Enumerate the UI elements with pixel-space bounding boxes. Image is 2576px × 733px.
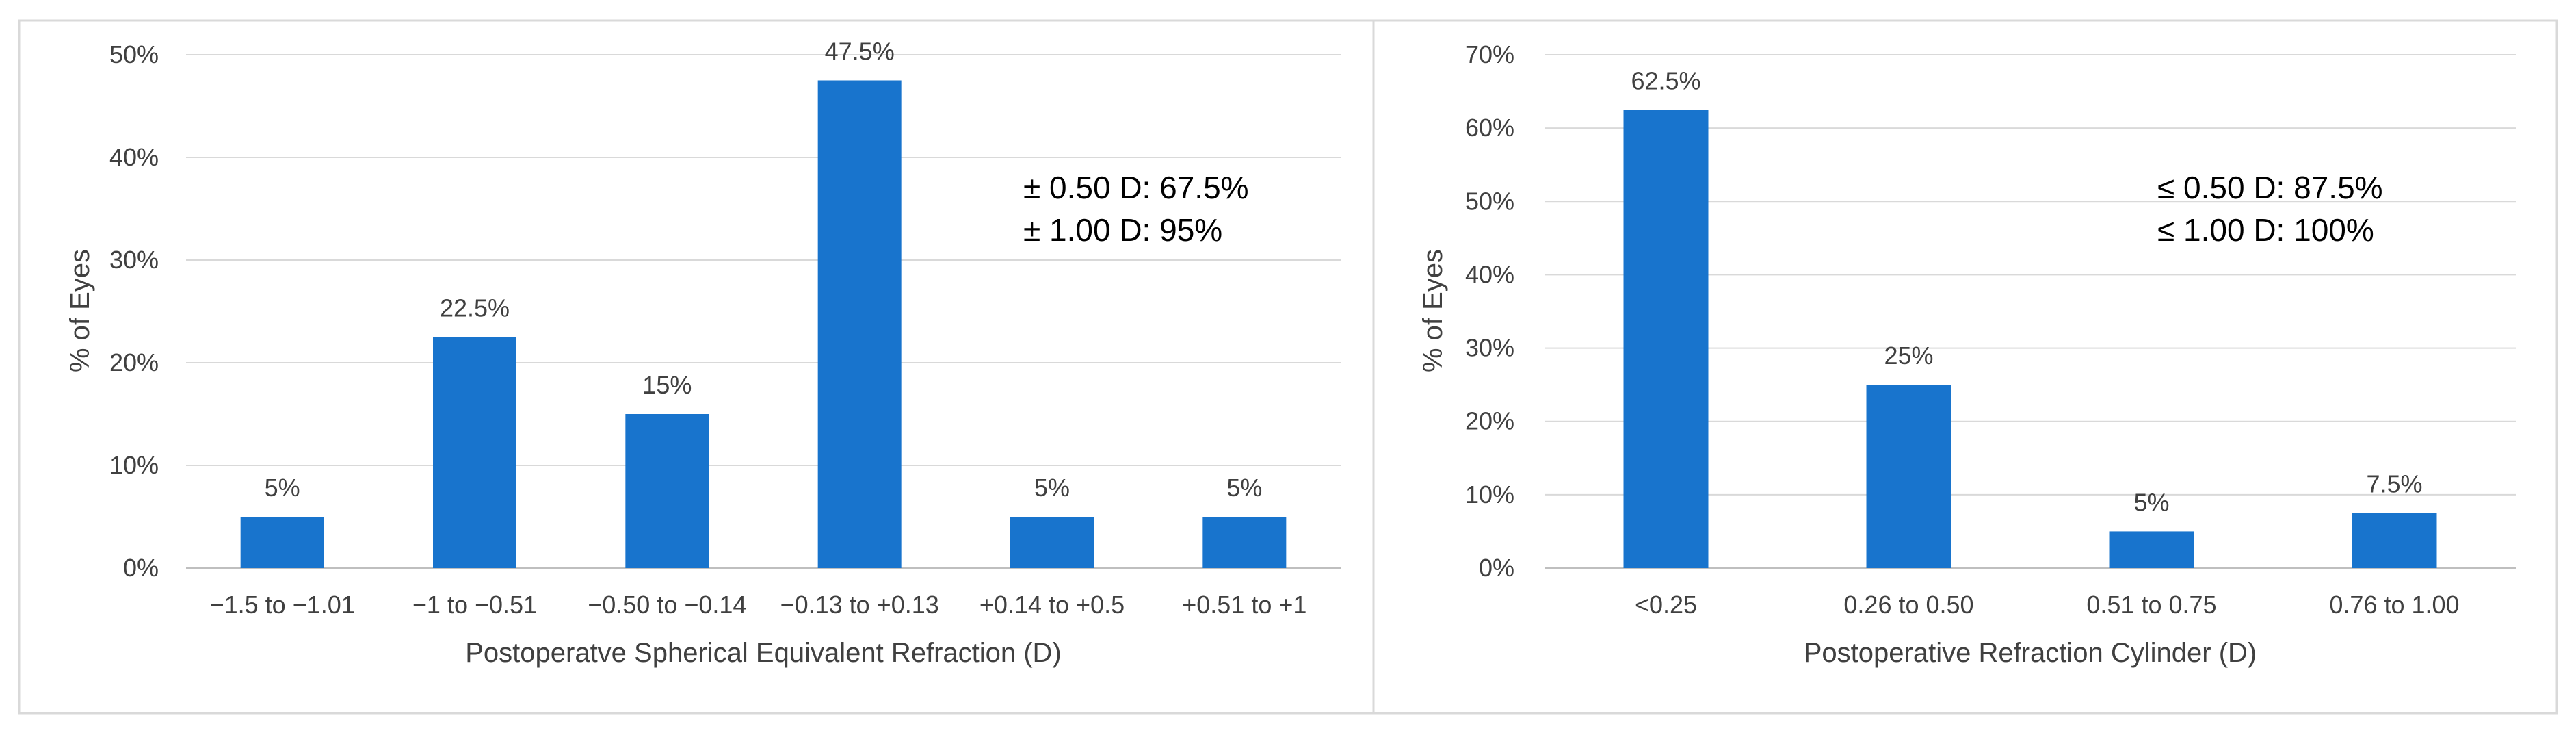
x-tick-label: −1 to −0.51 — [412, 591, 537, 619]
chart1-bars — [240, 80, 1287, 568]
bar — [1010, 517, 1094, 568]
chart1-annotation-line-1: ± 0.50 D: 67.5% — [1023, 170, 1249, 205]
y-tick-label: 10% — [109, 451, 159, 479]
chart2-bars — [1623, 110, 2437, 568]
y-tick-label: 70% — [1465, 40, 1514, 68]
chart-frame-right — [1372, 19, 2558, 715]
bar — [817, 80, 902, 568]
x-tick-label: 0.76 to 1.00 — [2329, 591, 2459, 619]
chart1-y-tick-labels: 0% 10% 20% 30% 40% 50% — [109, 40, 159, 582]
y-tick-label: 20% — [109, 348, 159, 376]
data-label: 5% — [2133, 488, 2169, 516]
data-label: 15% — [642, 371, 692, 399]
data-label: 5% — [265, 474, 300, 502]
chart2-x-axis-title: Postoperative Refraction Cylinder (D) — [1804, 638, 2257, 668]
chart1-gridlines — [186, 54, 1341, 569]
y-tick-label: 40% — [1465, 260, 1514, 288]
y-tick-label: 10% — [1465, 480, 1514, 509]
bar — [625, 414, 709, 568]
y-tick-label: 0% — [1479, 554, 1514, 582]
data-label: 7.5% — [2366, 470, 2422, 498]
chart2-x-tick-labels: <0.25 0.26 to 0.50 0.51 to 0.75 0.76 to 1.0… — [1635, 591, 2460, 619]
x-tick-label: −0.13 to +0.13 — [780, 591, 939, 619]
bar — [240, 517, 324, 568]
x-tick-label: 0.26 to 0.50 — [1843, 591, 1973, 619]
chart1-data-labels: 5% 22.5% 15% 47.5% 5% 5% — [265, 38, 1263, 502]
data-label: 25% — [1884, 342, 1933, 370]
chart1-x-axis-title: Postoperatve Spherical Equivalent Refrac… — [465, 638, 1062, 668]
chart2-annotation-line-2: ≤ 1.00 D: 100% — [2157, 212, 2374, 248]
y-tick-label: 20% — [1465, 407, 1514, 435]
chart1-annotation-line-2: ± 1.00 D: 95% — [1023, 212, 1222, 248]
data-label: 22.5% — [440, 294, 510, 322]
data-label: 5% — [1226, 474, 1262, 502]
spherical-equivalent-chart: 0% 10% 20% 30% 40% 50% −1.5 to −1.01 −1 to −0.… — [65, 38, 1341, 668]
x-tick-label: +0.51 to +1 — [1182, 591, 1306, 619]
y-tick-label: 50% — [1465, 187, 1514, 215]
chart2-annotation-line-1: ≤ 0.50 D: 87.5% — [2157, 170, 2383, 205]
x-tick-label: 0.51 to 0.75 — [2086, 591, 2216, 619]
bar — [1866, 385, 1951, 568]
chart2-y-tick-labels: 0% 10% 20% 30% 40% 50% 60% 70% — [1465, 40, 1514, 582]
x-tick-label: −0.50 to −0.14 — [588, 591, 746, 619]
y-tick-label: 30% — [1465, 334, 1514, 362]
bar — [2109, 531, 2194, 568]
bar — [1202, 517, 1287, 568]
x-tick-label: −1.5 to −1.01 — [210, 591, 355, 619]
chart1-y-axis-title: % of Eyes — [65, 249, 95, 372]
chart2-y-axis-title: % of Eyes — [1418, 249, 1448, 372]
bar — [433, 337, 516, 568]
data-label: 62.5% — [1631, 66, 1700, 94]
y-tick-label: 40% — [109, 143, 159, 171]
y-tick-label: 60% — [1465, 114, 1514, 142]
x-tick-label: +0.14 to +0.5 — [980, 591, 1125, 619]
y-tick-label: 0% — [123, 554, 159, 582]
chart2-data-labels: 62.5% 25% 5% 7.5% — [1631, 66, 2422, 516]
y-tick-label: 30% — [109, 246, 159, 274]
data-label: 47.5% — [825, 38, 895, 66]
bar — [1623, 110, 1709, 568]
data-label: 5% — [1034, 474, 1070, 502]
x-tick-label: <0.25 — [1635, 591, 1697, 619]
chart-frame-left — [18, 19, 1375, 715]
refraction-cylinder-chart: 0% 10% 20% 30% 40% 50% 60% 70% <0.25 0.26 to 0.5… — [1418, 40, 2516, 668]
chart1-x-tick-labels: −1.5 to −1.01 −1 to −0.51 −0.50 to −0.14 −0… — [210, 591, 1307, 619]
y-tick-label: 50% — [109, 40, 159, 68]
bar — [2352, 513, 2437, 568]
